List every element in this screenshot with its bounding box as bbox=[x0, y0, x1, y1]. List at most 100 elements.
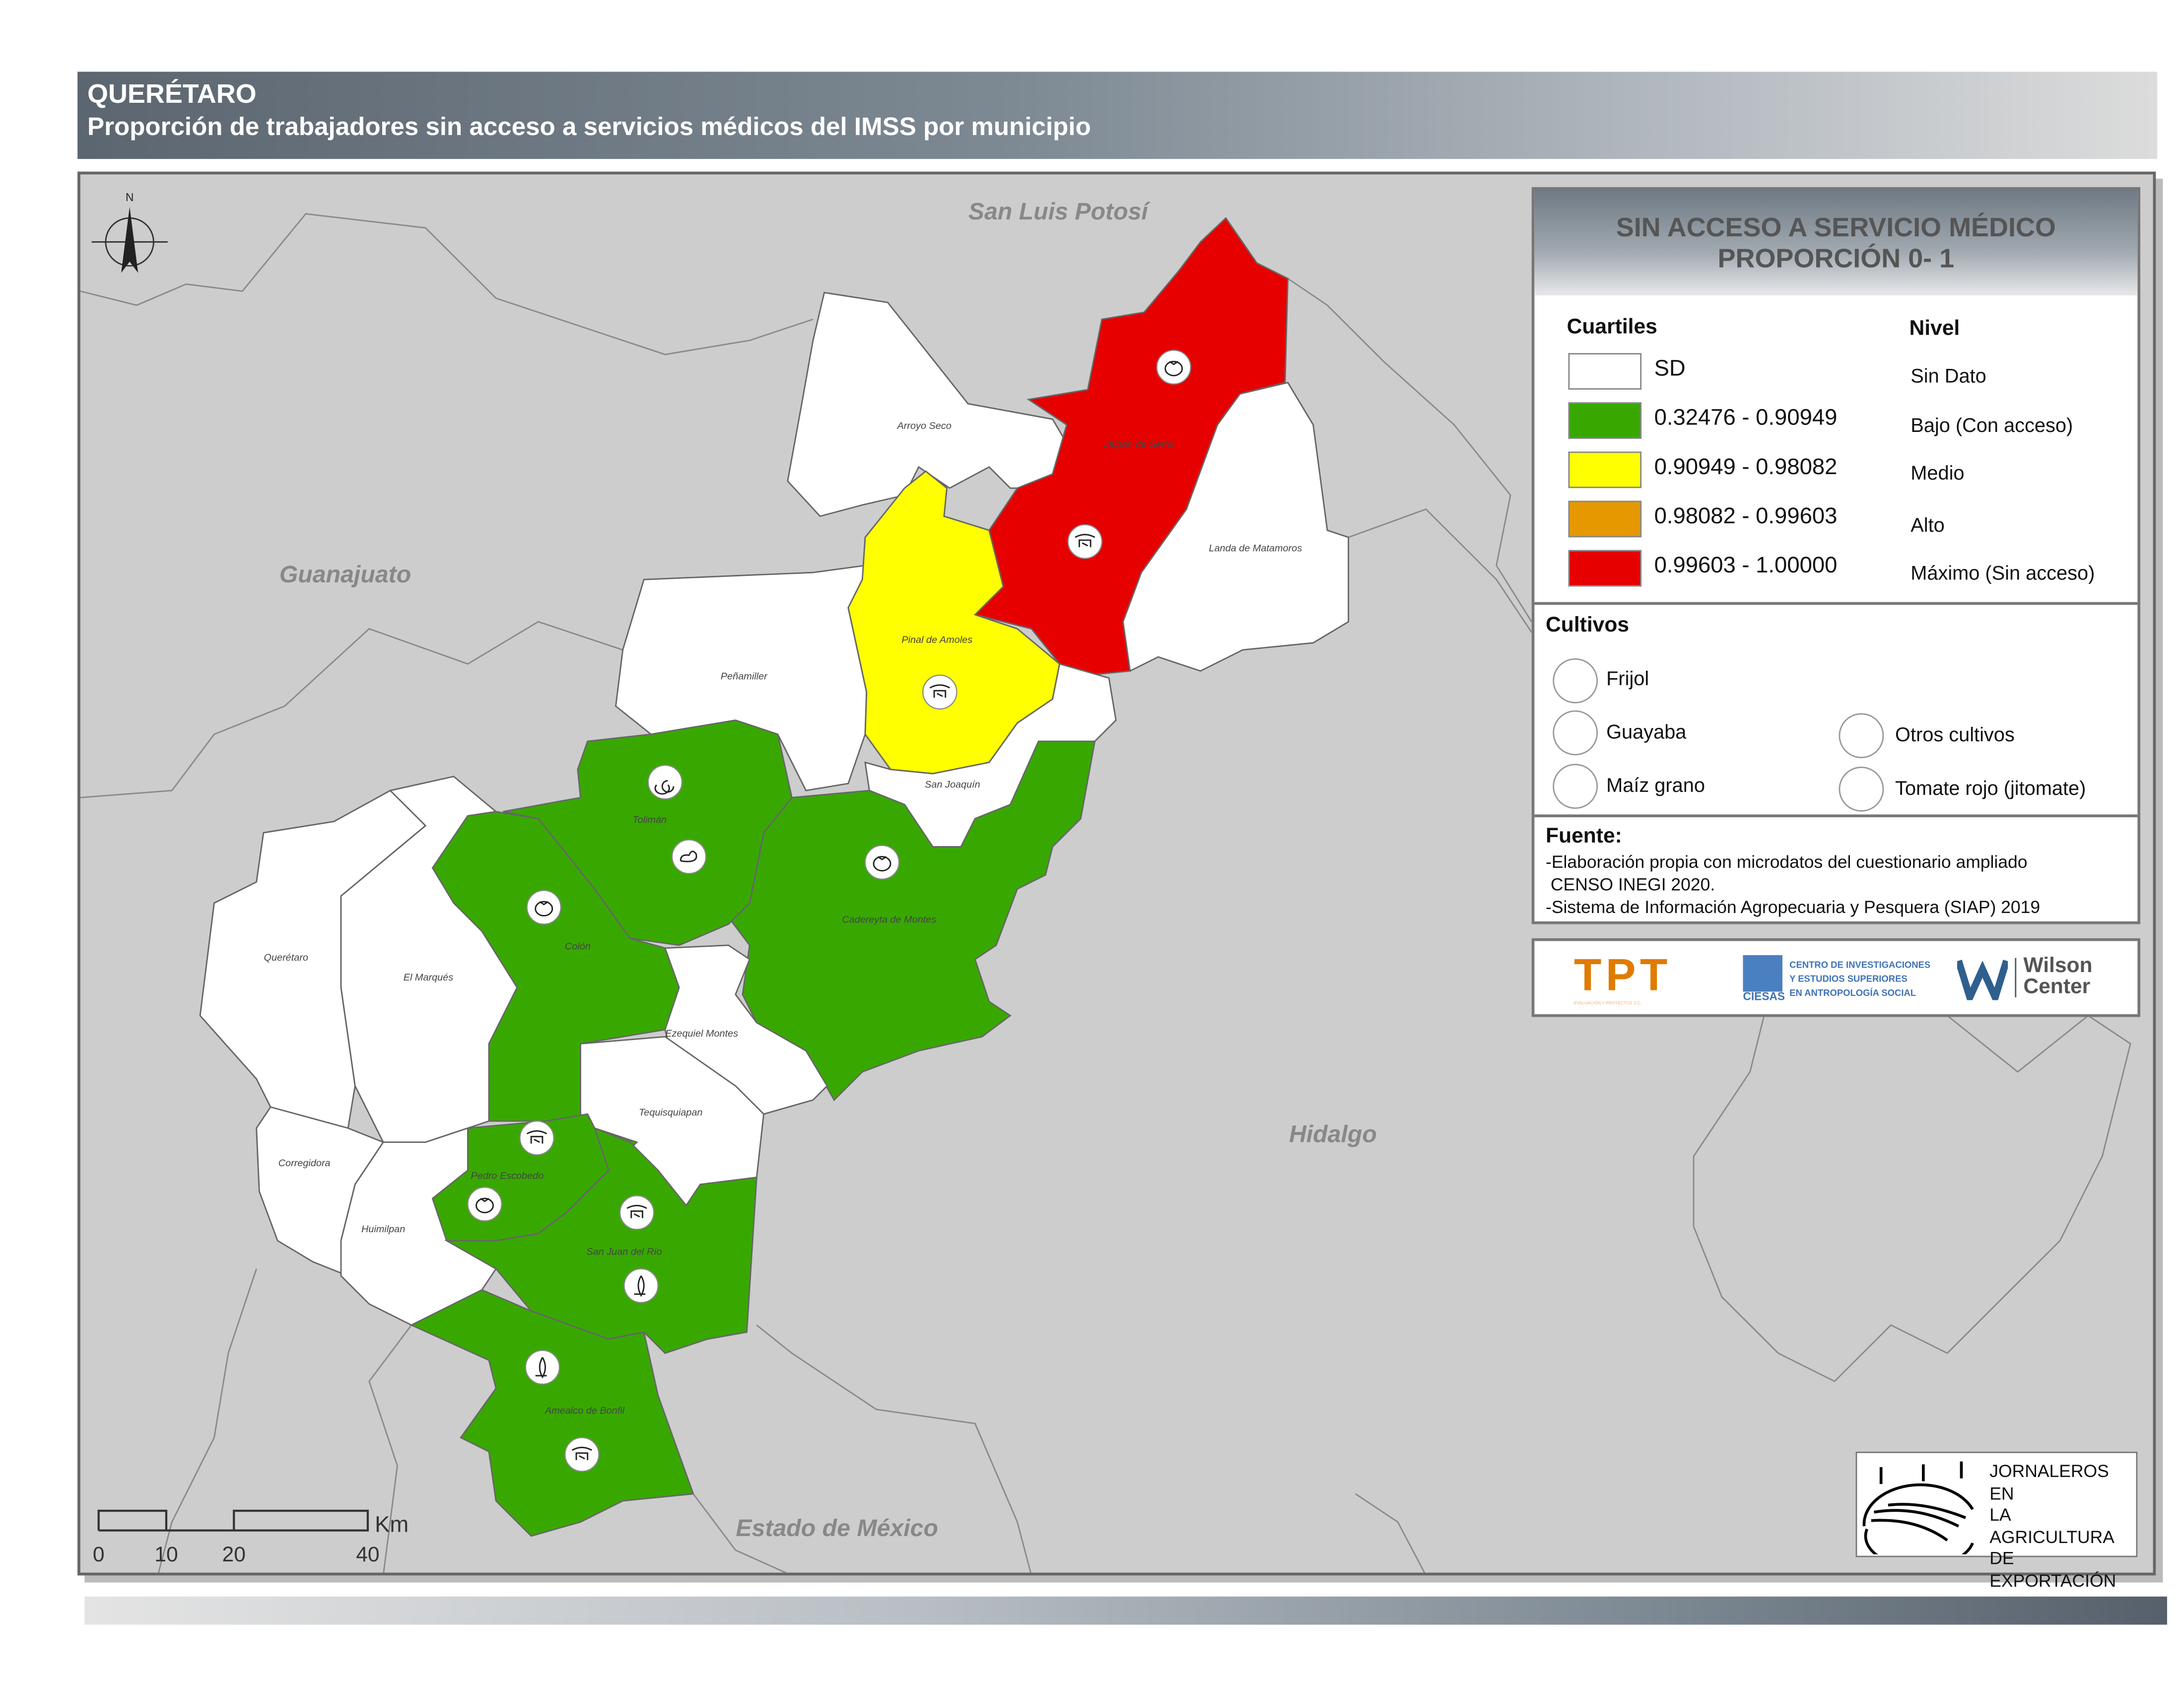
fuente-line-3: -Sistema de Información Agropecuaria y P… bbox=[1546, 897, 2041, 917]
range-alto: 0.98082 - 0.99603 bbox=[1654, 505, 1838, 529]
label-tequisquiapan: Tequisquiapan bbox=[639, 1107, 702, 1118]
label-cadereyta: Cadereyta de Montes bbox=[842, 914, 936, 925]
bottom-gradient-bar bbox=[84, 1596, 2167, 1625]
neighbor-state-borders bbox=[80, 213, 2131, 1573]
wilson-line-2: Center bbox=[2023, 975, 2091, 999]
north-arrow: N bbox=[91, 191, 168, 273]
label-ezequiel-montes: Ezequiel Montes bbox=[665, 1028, 738, 1039]
crop-marker-otros-icon bbox=[564, 1437, 600, 1472]
label-arroyo-seco: Arroyo Seco bbox=[897, 421, 952, 431]
wilson-divider bbox=[2015, 958, 2017, 997]
label-jalpan-de-serra: Jalpan de Serra bbox=[1103, 439, 1173, 450]
municipality-toliman[interactable] bbox=[503, 719, 793, 946]
municipality-jalpan-de-serra[interactable] bbox=[973, 216, 1289, 676]
cultivo-frijol: Frijol bbox=[1606, 666, 1649, 690]
range-maximo: 0.99603 - 1.00000 bbox=[1654, 554, 1838, 578]
jornaleros-logo: JORNALEROS EN LA AGRICULTURA DE EXPORTAC… bbox=[1855, 1451, 2138, 1590]
ciesas-emblem bbox=[1743, 955, 1782, 992]
municipality-amealco-de-bonfil[interactable] bbox=[410, 1289, 694, 1537]
municipality-arroyo-seco[interactable] bbox=[787, 291, 1072, 517]
cultivo-tomate: Tomate rojo (jitomate) bbox=[1895, 776, 2086, 799]
frijol-icon bbox=[1553, 658, 1598, 703]
wilson-w-icon bbox=[1957, 960, 2008, 1000]
tpt-logo: TPT bbox=[1573, 949, 1672, 1000]
legend-title-line2: PROPORCIÓN 0- 1 bbox=[1717, 244, 1955, 275]
label-colon: Colón bbox=[565, 941, 591, 952]
tomate-icon bbox=[1839, 767, 1884, 812]
range-bajo: 0.32476 - 0.90949 bbox=[1654, 406, 1838, 430]
crop-marker-tomate-icon bbox=[1156, 350, 1191, 385]
scale-tick-0: 0 bbox=[93, 1543, 105, 1566]
swatch-maximo bbox=[1568, 550, 1642, 587]
crop-marker-maiz-icon bbox=[623, 1268, 659, 1303]
partner-logos: TPT EVALUACIÓN Y PROYECTOS S.C. CIESAS C… bbox=[1531, 938, 2140, 1017]
otros-cultivos-icon bbox=[1839, 713, 1884, 759]
ciesas-line-3: EN ANTROPOLOGÍA SOCIAL bbox=[1789, 988, 1916, 999]
cultivo-guayaba: Guayaba bbox=[1606, 720, 1687, 743]
state-title: QUERÉTARO bbox=[87, 80, 257, 110]
crop-marker-guayaba-icon bbox=[647, 765, 683, 800]
ciesas-text: CENTRO DE INVESTIGACIONES Y ESTUDIOS SUP… bbox=[1789, 959, 1930, 1001]
cultivo-maiz: Maíz grano bbox=[1606, 774, 1705, 796]
scale-tick-40: 40 bbox=[356, 1543, 379, 1566]
scale-tick-10: 10 bbox=[154, 1543, 178, 1566]
state-label-hidalgo: Hidalgo bbox=[1289, 1121, 1377, 1148]
ciesas-logo: CIESAS bbox=[1743, 990, 1785, 1003]
swatch-alto bbox=[1568, 500, 1642, 538]
cultivos-heading: Cultivos bbox=[1546, 613, 1630, 637]
legend-panel: SIN ACCESO A SERVICIO MÉDICO PROPORCIÓN … bbox=[1531, 187, 2140, 924]
nivel-maximo: Máximo (Sin acceso) bbox=[1911, 561, 2095, 584]
label-el-marques: El Marqués bbox=[404, 972, 454, 983]
legend-divider bbox=[1534, 814, 2138, 818]
header-banner: QUERÉTARO Proporción de trabajadores sin… bbox=[77, 71, 2158, 159]
ciesas-line-1: CENTRO DE INVESTIGACIONES bbox=[1789, 961, 1931, 971]
swatch-bajo bbox=[1568, 402, 1642, 439]
label-huimilpan: Huimilpan bbox=[361, 1224, 405, 1235]
jornaleros-field-icon bbox=[1862, 1461, 1974, 1554]
municipality-polygons bbox=[199, 216, 1350, 1537]
tpt-subtitle: EVALUACIÓN Y PROYECTOS S.C. bbox=[1573, 1000, 1642, 1006]
range-medio: 0.90949 - 0.98082 bbox=[1654, 455, 1838, 480]
fuente-line-1: -Elaboración propia con microdatos del c… bbox=[1546, 852, 2028, 872]
label-landa-de-matamoros: Landa de Matamoros bbox=[1209, 543, 1302, 554]
wilson-line-1: Wilson bbox=[2023, 953, 2093, 978]
range-sd: SD bbox=[1654, 357, 1686, 381]
ciesas-line-2: Y ESTUDIOS SUPERIORES bbox=[1789, 975, 1908, 985]
fuente-heading: Fuente: bbox=[1546, 824, 1622, 848]
jornaleros-line-1: JORNALEROS EN bbox=[1989, 1461, 2109, 1503]
legend-divider bbox=[1534, 602, 2138, 605]
nivel-heading: Nivel bbox=[1909, 316, 1960, 341]
label-queretaro: Querétaro bbox=[264, 952, 308, 963]
crop-marker-otros-icon bbox=[519, 1121, 554, 1156]
crop-marker-otros-icon bbox=[922, 674, 957, 710]
label-pedro-escobedo: Pedro Escobedo bbox=[471, 1170, 544, 1181]
wilson-text: Wilson Center bbox=[2023, 955, 2092, 997]
scale-bar: 0 10 20 40 Km bbox=[93, 1509, 409, 1566]
state-label-estado-de-mexico: Estado de México bbox=[736, 1515, 938, 1542]
nivel-medio: Medio bbox=[1911, 461, 1965, 484]
label-corregidora: Corregidora bbox=[278, 1158, 331, 1169]
fuente-line-2: CENSO INEGI 2020. bbox=[1546, 875, 1715, 895]
neighbor-state-labels: San Luis Potosí Guanajuato Hidalgo Estad… bbox=[279, 198, 1377, 1542]
label-penamiller: Peñamiller bbox=[721, 671, 768, 682]
north-label: N bbox=[126, 191, 134, 204]
label-amealco: Amealco de Bonfil bbox=[545, 1405, 625, 1416]
guayaba-icon bbox=[1553, 710, 1598, 756]
crop-marker-tomate-icon bbox=[864, 844, 900, 880]
jornaleros-line-2: LA AGRICULTURA bbox=[1989, 1505, 2115, 1547]
scale-tick-20: 20 bbox=[222, 1543, 246, 1566]
jornaleros-line-3: DE EXPORTACIÓN bbox=[1989, 1548, 2116, 1591]
nivel-sd: Sin Dato bbox=[1911, 364, 1986, 387]
state-label-guanajuato: Guanajuato bbox=[279, 561, 411, 588]
cuartiles-heading: Cuartiles bbox=[1567, 315, 1657, 339]
crop-marker-otros-icon bbox=[619, 1195, 655, 1230]
crop-marker-frijol-icon bbox=[671, 839, 707, 874]
label-san-juan-del-rio: San Juan del Río bbox=[586, 1246, 662, 1257]
label-pinal-de-amoles: Pinal de Amoles bbox=[901, 634, 972, 645]
legend-title: SIN ACCESO A SERVICIO MÉDICO PROPORCIÓN … bbox=[1534, 190, 2138, 295]
label-san-joaquin: San Joaquín bbox=[925, 779, 980, 790]
crop-marker-maiz-icon bbox=[525, 1349, 560, 1385]
crop-marker-otros-icon bbox=[1067, 524, 1102, 559]
label-toliman: Tolimán bbox=[632, 814, 667, 825]
